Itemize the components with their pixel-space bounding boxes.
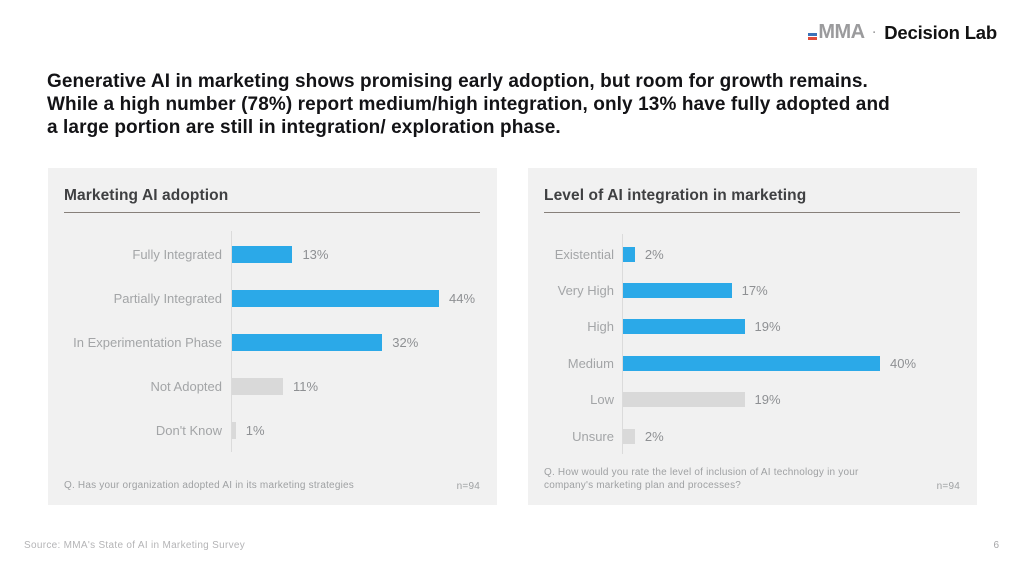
bar-row: Don't Know 1%	[64, 408, 480, 452]
header-logo: MMA · Decision Lab	[808, 21, 997, 44]
mma-logo: MMA	[808, 21, 865, 44]
logo-separator-dot: ·	[872, 26, 877, 39]
bar	[231, 290, 439, 308]
value-label: 1%	[245, 422, 265, 438]
axis-line	[622, 234, 623, 455]
question-footnote: Q. Has your organization adopted AI in i…	[64, 480, 354, 491]
value-label: 44%	[449, 291, 476, 307]
bar	[622, 319, 745, 335]
chart-title: Marketing AI adoption	[64, 187, 229, 204]
axis-line	[231, 231, 232, 452]
bar	[622, 392, 745, 408]
bar	[231, 377, 283, 395]
headline-line-1: Generative AI in marketing shows promisi…	[47, 71, 868, 92]
bar	[622, 246, 635, 262]
bar-row: Existential 2%	[544, 236, 960, 272]
category-label: Partially Integrated	[113, 291, 222, 307]
value-label: 17%	[741, 283, 768, 299]
chart-panels: Marketing AI adoption Fully Integrated 13…	[48, 168, 977, 505]
value-label: 19%	[754, 392, 781, 408]
page-number: 6	[993, 540, 999, 551]
bar-chart-adoption: Fully Integrated 13% Partially Integrated 4…	[64, 231, 480, 452]
bar	[231, 333, 383, 351]
question-footnote: Q. How would you rate the level of inclu…	[544, 467, 859, 491]
sample-size: n=94	[936, 481, 960, 492]
title-underline	[544, 212, 960, 213]
category-label: Low	[590, 392, 614, 408]
bar-row: High 19%	[544, 309, 960, 345]
value-label: 32%	[392, 334, 419, 350]
bar-row: Not Adopted 11%	[64, 364, 480, 408]
panel-ai-integration-level: Level of AI integration in marketing Exi…	[528, 168, 977, 505]
source-note: Source: MMA's State of AI in Marketing S…	[24, 540, 246, 551]
category-label: Don't Know	[155, 422, 222, 438]
slide-headline: Generative AI in marketing shows promisi…	[47, 70, 890, 139]
bar	[622, 428, 635, 444]
bar-chart-integration: Existential 2% Very High 17% High 19% Medium 40…	[544, 234, 960, 455]
mma-logo-bars-icon	[808, 32, 818, 40]
category-label: Not Adopted	[150, 378, 222, 394]
bar-row: Very High 17%	[544, 272, 960, 308]
category-label: Medium	[567, 355, 614, 371]
bar	[231, 421, 236, 439]
headline-line-3: a large portion are still in integration…	[47, 117, 561, 138]
value-label: 2%	[644, 428, 664, 444]
bar-row: Partially Integrated 44%	[64, 277, 480, 321]
bar-row: In Experimentation Phase 32%	[64, 321, 480, 365]
panel-marketing-ai-adoption: Marketing AI adoption Fully Integrated 13…	[48, 168, 497, 505]
category-label: High	[587, 319, 614, 335]
value-label: 19%	[754, 319, 781, 335]
value-label: 13%	[302, 247, 329, 263]
category-label: Existential	[554, 246, 614, 262]
title-underline	[64, 212, 480, 213]
bar	[231, 246, 293, 264]
category-label: Very High	[557, 283, 614, 299]
category-label: Unsure	[572, 428, 614, 444]
panel-footer: Q. Has your organization adopted AI in i…	[64, 479, 480, 492]
value-label: 40%	[890, 355, 917, 371]
category-label: In Experimentation Phase	[73, 334, 222, 350]
headline-line-2: While a high number (78%) report medium/…	[47, 94, 890, 115]
decision-lab-logo-text: Decision Lab	[884, 21, 997, 43]
bar-row: Unsure 2%	[544, 418, 960, 454]
bar	[622, 355, 880, 371]
category-label: Fully Integrated	[132, 247, 222, 263]
bar	[622, 283, 732, 299]
value-label: 11%	[293, 378, 319, 394]
bar-row: Low 19%	[544, 382, 960, 418]
mma-logo-text: MMA	[818, 21, 865, 43]
bar-row: Medium 40%	[544, 345, 960, 381]
chart-title: Level of AI integration in marketing	[544, 187, 807, 204]
bar-row: Fully Integrated 13%	[64, 233, 480, 277]
value-label: 2%	[644, 246, 664, 262]
panel-footer: Q. How would you rate the level of inclu…	[544, 466, 960, 492]
sample-size: n=94	[456, 481, 480, 492]
